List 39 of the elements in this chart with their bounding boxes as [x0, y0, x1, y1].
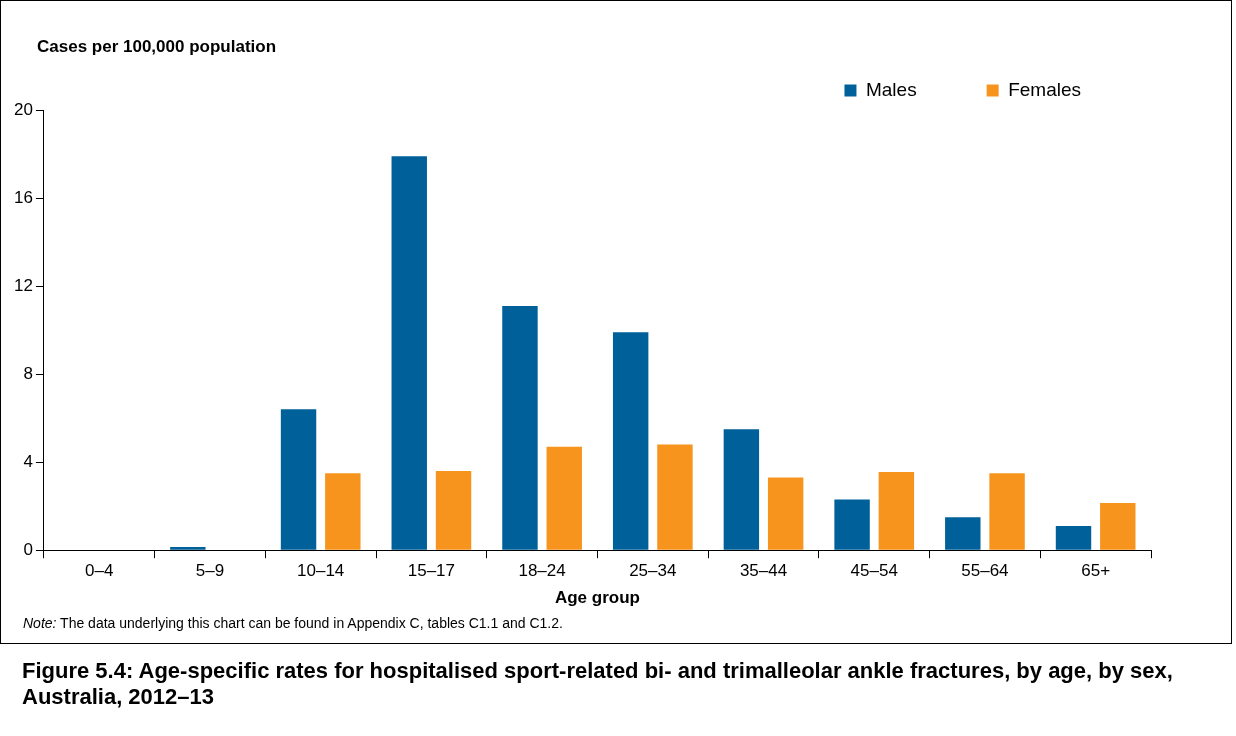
- legend-label: Females: [1008, 78, 1081, 100]
- x-tick-label: 10–14: [297, 561, 345, 581]
- y-tick-label: 4: [23, 451, 33, 471]
- bar: [945, 517, 981, 550]
- text: Note: The data underlying this chart can be found in Appendix C, tables C1.1 and C1.2.: [23, 615, 564, 631]
- bar: [989, 473, 1025, 550]
- x-tick-label: 18–24: [518, 561, 566, 581]
- x-tick-label: 65+: [1081, 561, 1111, 581]
- y-tick-label: 16: [13, 187, 33, 207]
- y-tick-label: 8: [23, 363, 33, 383]
- bar: [280, 409, 317, 550]
- bar: [1100, 502, 1136, 550]
- bar: [657, 444, 693, 550]
- x-tick-label: 25–34: [629, 561, 677, 581]
- bar: [325, 473, 361, 550]
- bar: [170, 546, 206, 550]
- text: Figure 5.4: Age-specific rates for hospitalised sport-related bi- and trimalleolar ankle fractures, by age, by sex, Australia, 2012–13: [22, 658, 1174, 711]
- bar: [435, 470, 472, 550]
- x-tick-label: 5–9: [195, 561, 225, 581]
- x-tick-label: 35–44: [739, 561, 788, 581]
- x-tick-label: 15–17: [407, 561, 456, 581]
- x-tick-label: 55–64: [961, 561, 1009, 581]
- bar: [878, 472, 915, 550]
- y-tick-label: 20: [13, 99, 33, 119]
- y-tick-label: 12: [13, 275, 33, 295]
- x-tick-label: 0–4: [85, 561, 114, 581]
- y-axis-title: Cases per 100,000 population: [37, 36, 277, 56]
- bar: [391, 156, 427, 550]
- legend-label: Males: [865, 78, 917, 100]
- bar: [502, 305, 538, 550]
- x-axis-title: Age group: [554, 588, 640, 608]
- bar: [767, 477, 804, 550]
- y-tick-label: 0: [23, 539, 33, 559]
- bar: [546, 446, 582, 550]
- bar: [1055, 525, 1092, 550]
- bar: [834, 499, 870, 550]
- bar: [612, 332, 649, 550]
- bar: [723, 429, 760, 550]
- x-tick-label: 45–54: [850, 561, 898, 581]
